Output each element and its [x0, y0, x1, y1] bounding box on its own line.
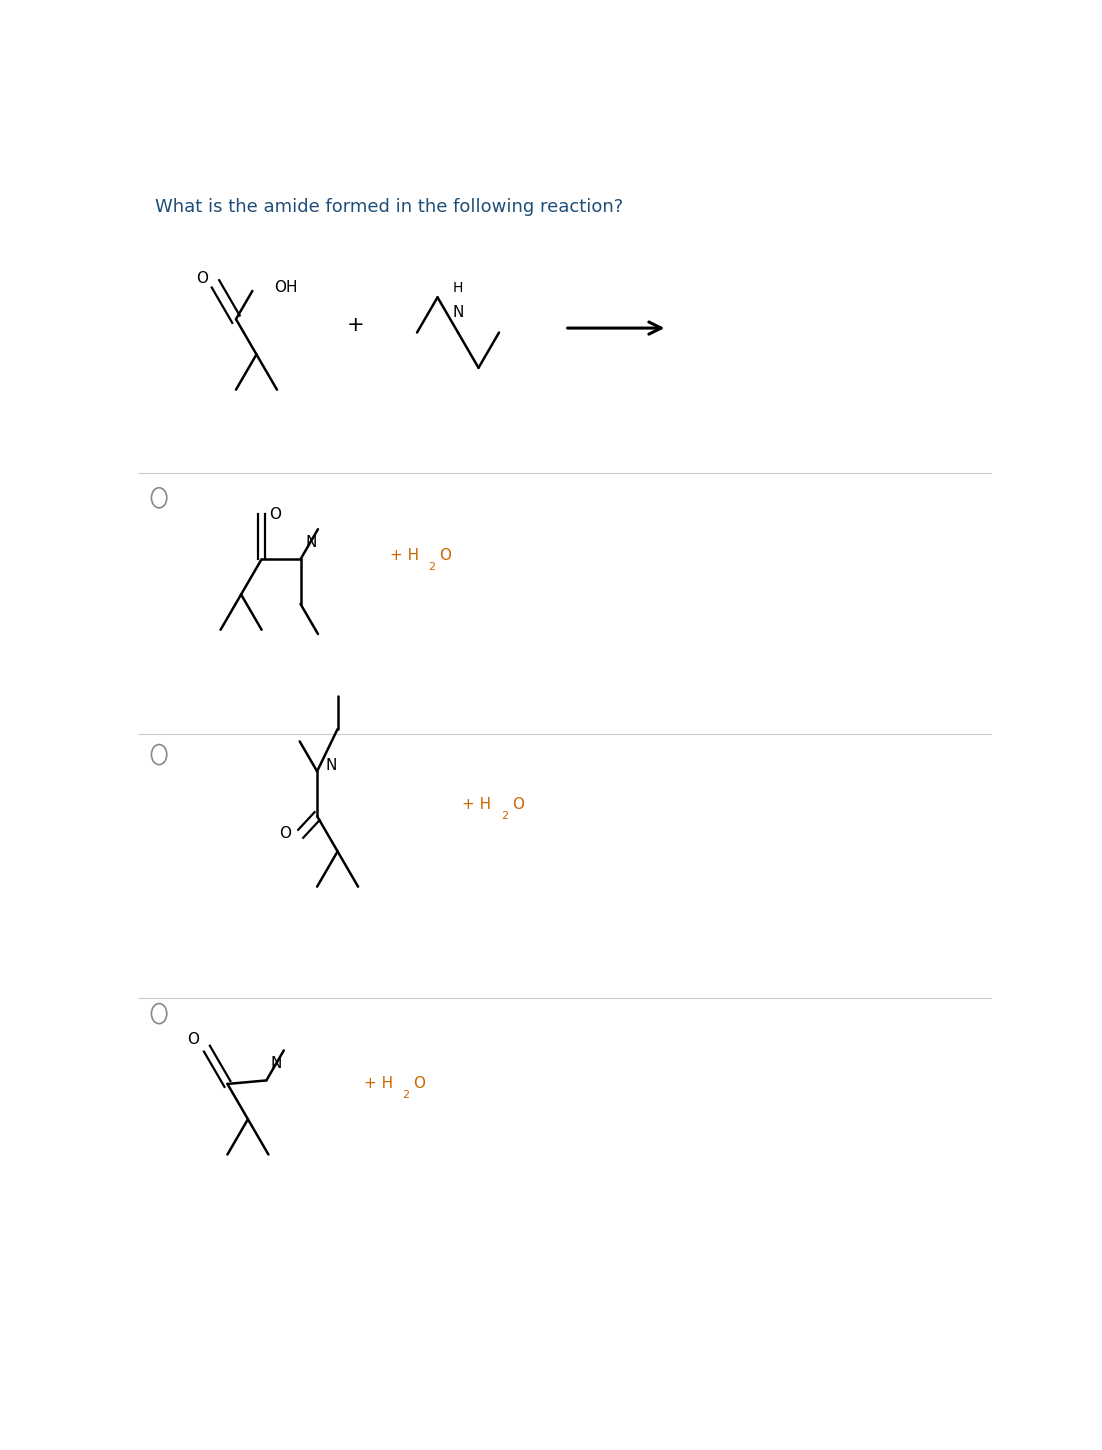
Text: O: O [511, 798, 523, 812]
Text: O: O [196, 271, 208, 286]
Text: 2: 2 [500, 811, 508, 821]
Text: O: O [440, 548, 451, 564]
Text: 2: 2 [402, 1090, 410, 1101]
Text: What is the amide formed in the following reaction?: What is the amide formed in the followin… [154, 199, 623, 216]
Text: N: N [271, 1056, 282, 1072]
Text: + H: + H [390, 548, 419, 564]
Text: O: O [413, 1076, 425, 1092]
Text: O: O [279, 826, 291, 841]
Text: 2: 2 [428, 563, 435, 571]
Text: N: N [325, 758, 336, 773]
Text: N: N [305, 535, 316, 550]
Text: O: O [187, 1032, 199, 1047]
Text: + H: + H [463, 798, 491, 812]
Text: N: N [452, 304, 464, 320]
Text: H: H [453, 281, 463, 294]
Text: OH: OH [273, 280, 298, 296]
Text: O: O [269, 507, 281, 522]
Text: +: + [347, 315, 365, 335]
Text: + H: + H [364, 1076, 393, 1092]
